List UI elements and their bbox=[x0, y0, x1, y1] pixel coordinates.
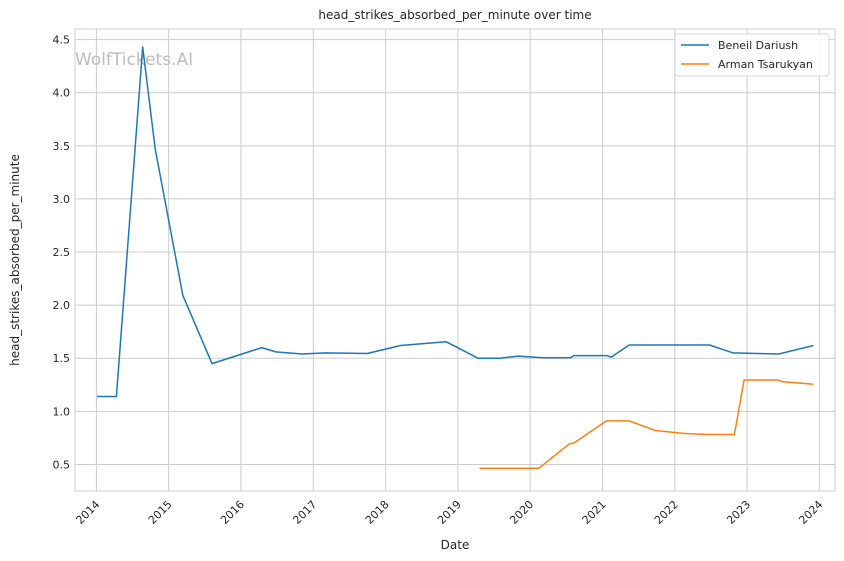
y-tick-label: 2.5 bbox=[53, 246, 71, 259]
y-tick-label: 2.0 bbox=[53, 299, 71, 312]
y-tick-label: 3.0 bbox=[53, 193, 71, 206]
legend-label-1: Arman Tsarukyan bbox=[718, 58, 813, 71]
x-axis-label: Date bbox=[441, 538, 470, 552]
y-axis-label: head_strikes_absorbed_per_minute bbox=[8, 154, 22, 366]
watermark: WolfTickets.AI bbox=[75, 50, 193, 70]
y-tick-label: 1.5 bbox=[53, 352, 71, 365]
series-line-1 bbox=[479, 379, 814, 469]
legend: Beneil Dariush Arman Tsarukyan bbox=[674, 33, 830, 77]
y-tick-label: 0.5 bbox=[53, 458, 71, 471]
series-line-0 bbox=[97, 46, 814, 398]
y-tick-label: 3.5 bbox=[53, 140, 71, 153]
y-tick-label: 1.0 bbox=[53, 405, 71, 418]
legend-label-0: Beneil Dariush bbox=[718, 39, 798, 52]
y-tick-label: 4.0 bbox=[53, 87, 71, 100]
grid-lines bbox=[75, 29, 835, 491]
y-axis-ticks: 0.5 1.0 1.5 2.0 2.5 3.0 3.5 4.0 4.5 bbox=[53, 34, 71, 472]
chart-title: head_strikes_absorbed_per_minute over ti… bbox=[318, 8, 591, 22]
y-tick-label: 4.5 bbox=[53, 34, 71, 47]
series-layer bbox=[97, 46, 814, 469]
plot-area bbox=[74, 28, 836, 492]
legend-box bbox=[674, 33, 830, 77]
